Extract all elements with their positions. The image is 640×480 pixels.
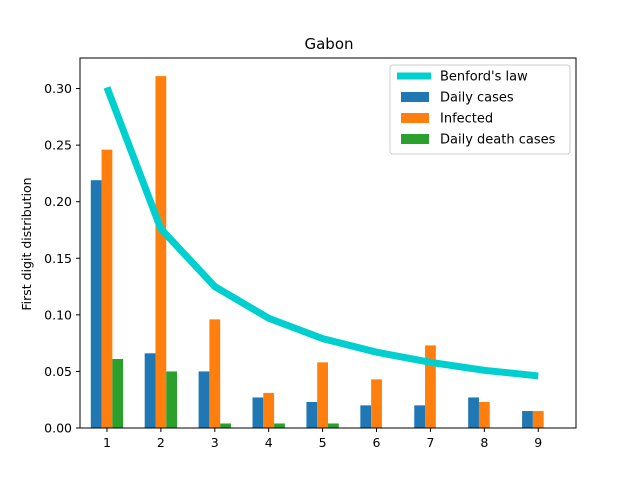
- y-tick-label-0.20: 0.20: [44, 194, 72, 209]
- bar-daily-death-cases-4: [274, 423, 285, 428]
- bar-infected-3: [209, 319, 221, 428]
- legend-label-daily-death-cases: Daily death cases: [440, 133, 556, 148]
- axes-layer: 0.00 0.05 0.10 0.15 0.20 0.25 0.30 1 2 3 4 5 6 7 8 9: [44, 57, 577, 450]
- benford-line-layer: [103, 86, 539, 380]
- bar-daily-cases-7: [414, 405, 426, 428]
- bar-daily-cases-2: [144, 353, 156, 428]
- bar-infected-8: [478, 401, 490, 428]
- x-tick-label-7: 7: [426, 435, 434, 450]
- bar-infected-7: [425, 345, 436, 428]
- x-tick-label-2: 2: [157, 435, 165, 450]
- legend-swatch-infected: [401, 113, 429, 123]
- bar-daily-cases-6: [360, 405, 372, 428]
- legend: Benford's law Daily cases Infected Daily de…: [389, 64, 571, 155]
- legend-label-daily-cases: Daily cases: [440, 91, 514, 106]
- legend-swatch-daily-death-cases: [401, 134, 429, 144]
- bar-daily-cases-5: [306, 401, 318, 428]
- bar-infected-5: [317, 362, 328, 428]
- y-tick-label-0.05: 0.05: [44, 364, 72, 379]
- legend-label-infected: Infected: [440, 112, 493, 127]
- y-tick-label-0.10: 0.10: [44, 307, 72, 322]
- bar-infected-6: [371, 379, 382, 428]
- bar-infected-9: [532, 411, 544, 428]
- x-tick-label-8: 8: [480, 435, 488, 450]
- y-tick-label-0.00: 0.00: [44, 421, 72, 436]
- plot-frame: [79, 57, 577, 429]
- bar-daily-cases-8: [468, 397, 479, 428]
- bar-daily-death-cases-5: [328, 423, 339, 428]
- legend-label-benford: Benford's law: [440, 70, 528, 85]
- x-tick-label-5: 5: [319, 435, 327, 450]
- y-axis-label: First digit distribution: [19, 177, 34, 310]
- y-tick-label-0.15: 0.15: [44, 251, 72, 266]
- y-tick-label-0.30: 0.30: [44, 81, 72, 96]
- bar-infected-1: [101, 149, 113, 429]
- x-tick-label-9: 9: [534, 435, 542, 450]
- x-tick-label-3: 3: [211, 435, 219, 450]
- legend-swatch-daily-cases: [401, 92, 429, 102]
- x-tick-label-4: 4: [265, 435, 273, 450]
- bar-daily-death-cases-2: [166, 371, 178, 428]
- chart-title: Gabon: [304, 35, 353, 53]
- x-tick-label-6: 6: [373, 435, 381, 450]
- bar-daily-cases-4: [252, 397, 264, 428]
- benford-line: [103, 86, 539, 380]
- bar-daily-cases-9: [522, 411, 533, 428]
- x-tick-label-1: 1: [103, 435, 111, 450]
- bar-infected-4: [263, 392, 275, 428]
- bar-daily-cases-1: [90, 180, 102, 428]
- bar-daily-death-cases-3: [220, 423, 231, 428]
- bar-daily-cases-3: [198, 371, 210, 428]
- bar-daily-death-cases-1: [112, 358, 124, 428]
- bar-infected-2: [155, 76, 167, 428]
- legend-box: [389, 64, 571, 155]
- bars-layer: [90, 76, 544, 429]
- y-tick-label-0.25: 0.25: [44, 138, 72, 153]
